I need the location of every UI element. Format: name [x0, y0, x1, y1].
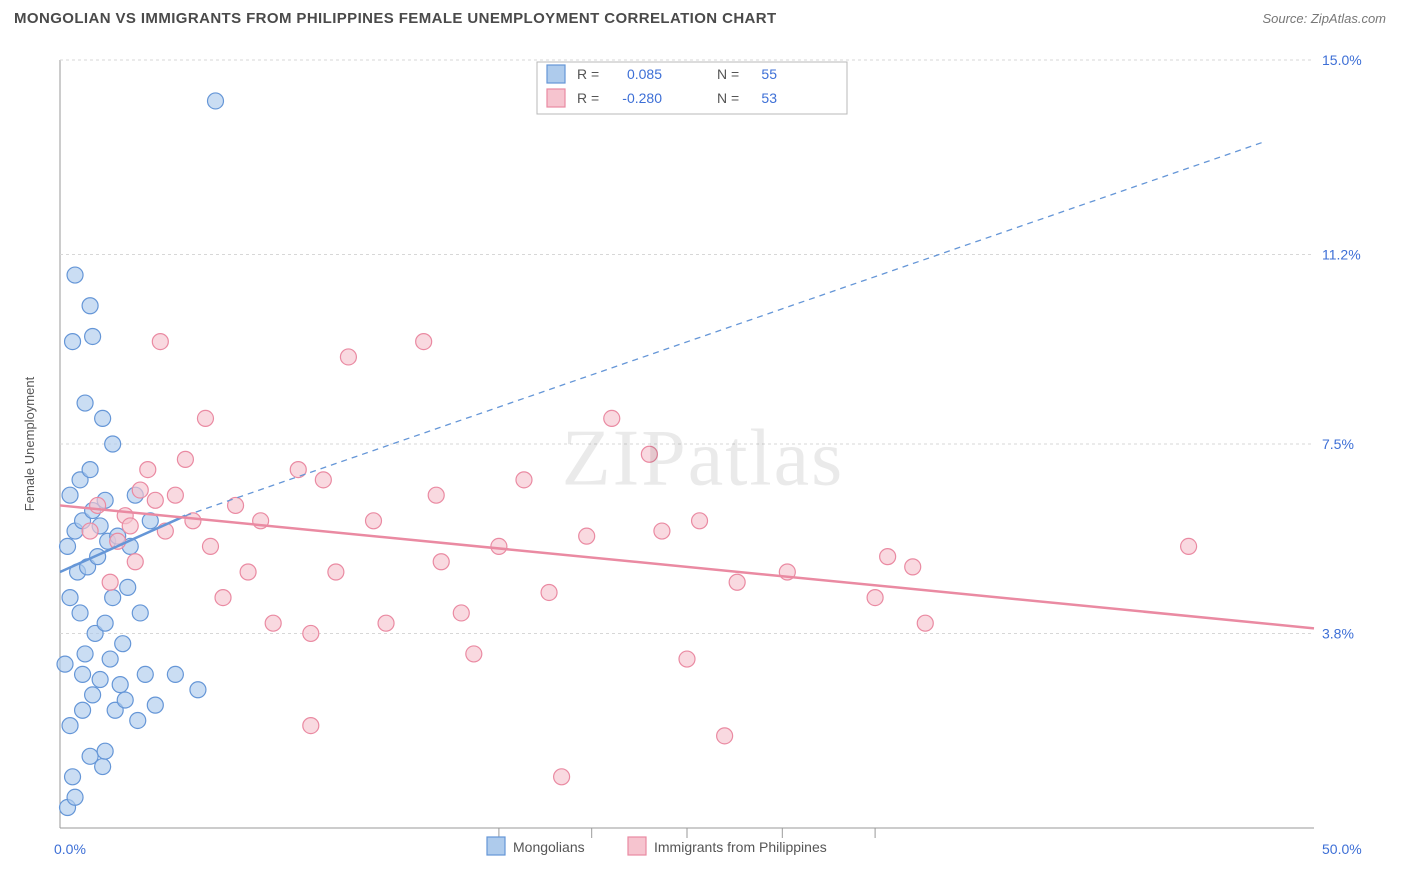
svg-text:R =: R =	[577, 90, 599, 106]
svg-text:Immigrants from Philippines: Immigrants from Philippines	[654, 839, 827, 855]
svg-text:3.8%: 3.8%	[1322, 625, 1354, 641]
svg-text:R =: R =	[577, 66, 599, 82]
svg-text:7.5%: 7.5%	[1322, 436, 1354, 452]
svg-text:-0.280: -0.280	[622, 90, 662, 106]
svg-text:N =: N =	[717, 66, 739, 82]
svg-text:Female Unemployment: Female Unemployment	[22, 376, 37, 511]
source-label: Source: ZipAtlas.com	[1262, 11, 1386, 26]
chart-container: 3.8% 7.5% 11.2% 15.0% 0.0% 50.0% Female Unempl…	[14, 40, 1392, 878]
svg-text:11.2%: 11.2%	[1322, 247, 1361, 263]
svg-text:Mongolians: Mongolians	[513, 839, 585, 855]
svg-text:15.0%: 15.0%	[1322, 52, 1362, 68]
scatter-chart: 3.8% 7.5% 11.2% 15.0% 0.0% 50.0% Female Unempl…	[14, 40, 1392, 878]
svg-text:55: 55	[761, 66, 777, 82]
svg-text:53: 53	[761, 90, 777, 106]
svg-text:N =: N =	[717, 90, 739, 106]
chart-title: MONGOLIAN VS IMMIGRANTS FROM PHILIPPINES…	[14, 10, 777, 27]
svg-text:0.085: 0.085	[627, 66, 662, 82]
svg-text:50.0%: 50.0%	[1322, 841, 1362, 857]
svg-text:0.0%: 0.0%	[54, 841, 86, 857]
